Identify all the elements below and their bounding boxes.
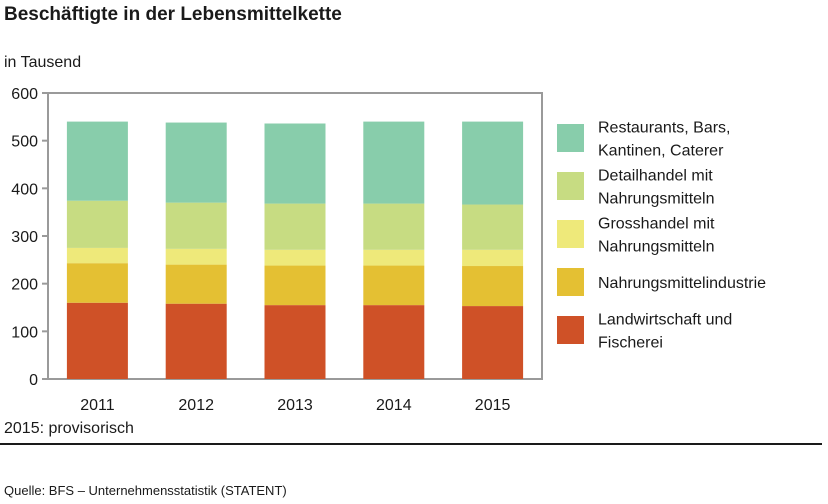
bar-segment xyxy=(66,263,128,303)
y-tick-label: 300 xyxy=(11,229,38,246)
x-tick-label: 2014 xyxy=(376,397,412,414)
legend-label: Landwirtschaft und xyxy=(598,312,732,329)
legend-swatch xyxy=(557,268,584,296)
bar-segment xyxy=(264,123,326,204)
y-tick-label: 200 xyxy=(11,277,38,294)
bar-segment xyxy=(363,249,425,266)
bars xyxy=(66,121,524,379)
legend-swatch xyxy=(557,124,584,152)
x-tick-label: 2012 xyxy=(178,397,214,414)
bar-segment xyxy=(66,200,128,248)
bar-segment xyxy=(165,264,227,304)
bar-segment xyxy=(165,202,227,249)
y-axis-unit-label: in Tausend xyxy=(4,54,82,71)
bar-segment xyxy=(66,302,128,379)
legend-label: Grosshandel mit xyxy=(598,216,715,233)
bar-segment xyxy=(165,122,227,203)
legend-swatch xyxy=(557,172,584,200)
y-axis: 0 100 200 300 400 500 600 xyxy=(11,86,48,389)
bar-segment xyxy=(462,306,524,379)
x-axis: 2011 2012 2013 2014 2015 xyxy=(80,397,510,414)
bar-segment xyxy=(462,249,524,267)
bar-segment xyxy=(363,305,425,379)
chart-title: Beschäftigte in der Lebensmittelkette xyxy=(4,4,342,25)
legend-label: Nahrungsmittelindustrie xyxy=(598,275,766,292)
bar-segment xyxy=(363,121,425,204)
bar-segment xyxy=(264,305,326,379)
legend-label: Kantinen, Caterer xyxy=(598,143,724,160)
bar-segment xyxy=(264,249,326,266)
x-tick-label: 2011 xyxy=(80,397,115,414)
legend-swatch xyxy=(557,316,584,344)
bar-segment xyxy=(462,204,524,250)
y-tick-label: 600 xyxy=(11,86,38,103)
bar-segment xyxy=(363,265,425,306)
y-tick-label: 0 xyxy=(29,372,38,389)
bar-segment xyxy=(66,247,128,264)
bar-segment xyxy=(462,121,524,205)
legend-label: Nahrungsmitteln xyxy=(598,191,715,208)
bar-segment xyxy=(264,203,326,250)
source-note: Quelle: BFS – Unternehmensstatistik (STA… xyxy=(4,483,287,498)
footnote: 2015: provisorisch xyxy=(4,420,134,437)
legend-label: Restaurants, Bars, xyxy=(598,120,731,137)
bar-segment xyxy=(462,266,524,307)
legend-label: Detailhandel mit xyxy=(598,168,713,185)
legend-label: Fischerei xyxy=(598,335,663,352)
bar-segment xyxy=(66,121,128,201)
legend-swatch xyxy=(557,220,584,248)
bar-segment xyxy=(165,303,227,379)
legend: Restaurants, Bars, Kantinen, Caterer Detai… xyxy=(557,120,766,352)
x-tick-label: 2015 xyxy=(475,397,511,414)
x-tick-label: 2013 xyxy=(277,397,313,414)
divider xyxy=(0,443,822,445)
bar-segment xyxy=(165,248,227,265)
y-tick-label: 100 xyxy=(11,324,38,341)
y-tick-label: 500 xyxy=(11,134,38,151)
bar-segment xyxy=(264,265,326,306)
y-tick-label: 400 xyxy=(11,181,38,198)
legend-label: Nahrungsmitteln xyxy=(598,239,715,256)
bar-segment xyxy=(363,203,425,250)
